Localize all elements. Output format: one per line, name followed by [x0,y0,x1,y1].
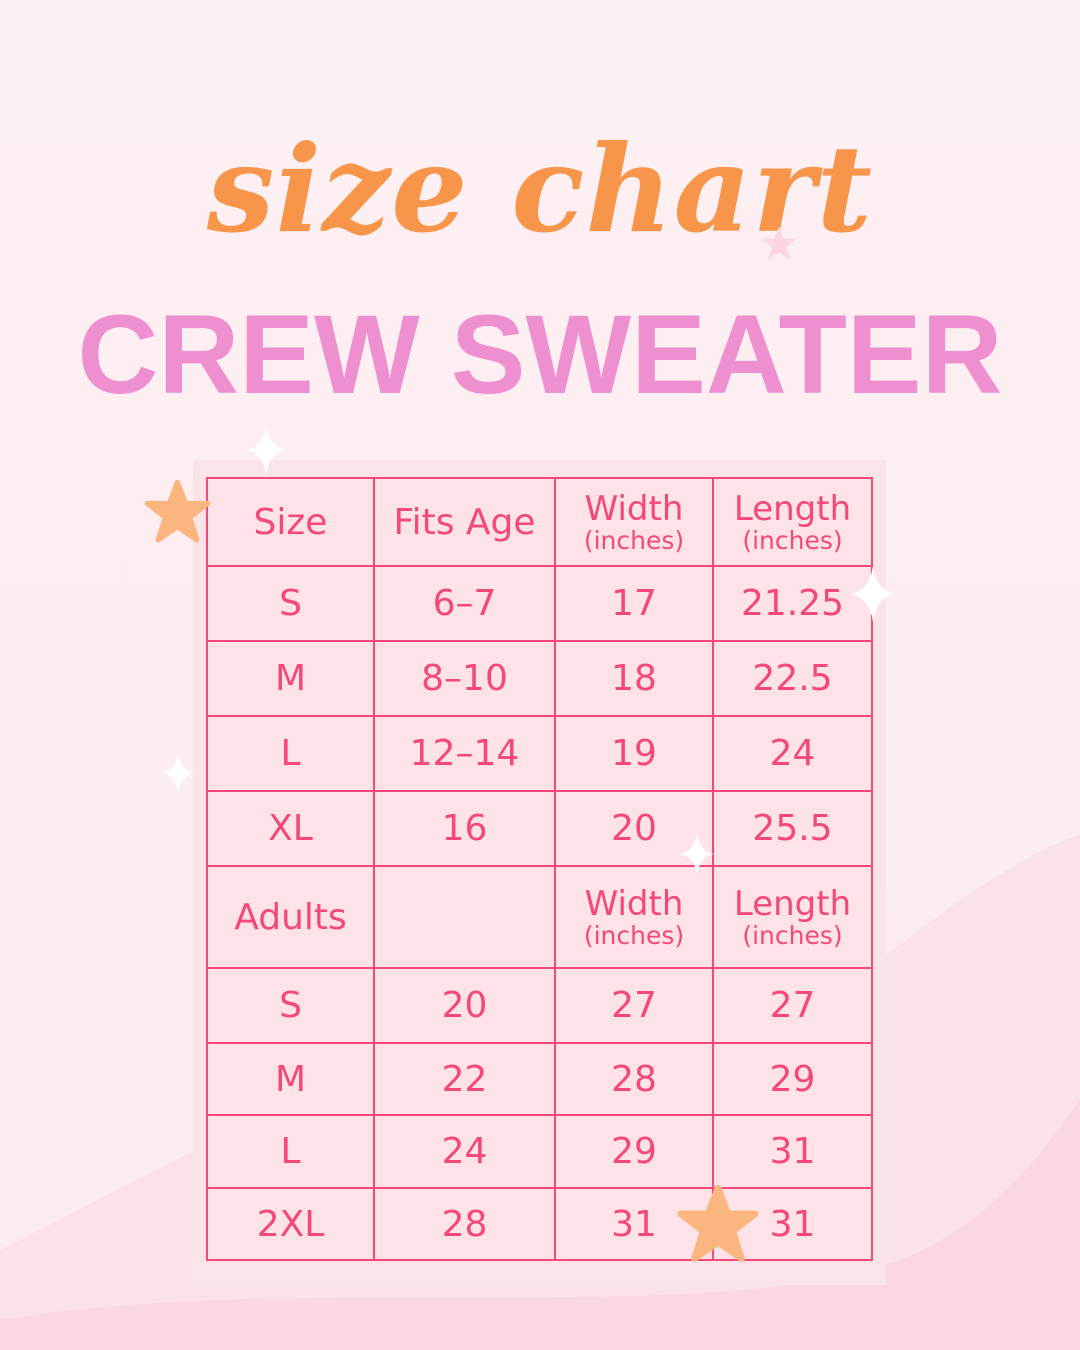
cell-age: 24 [373,1114,556,1189]
title-script: size chart [206,119,874,260]
header-adult-length: Length (inches) [712,865,873,969]
cell-age: 22 [373,1042,556,1116]
header-adult-width: Width (inches) [554,865,714,969]
cell-size: L [206,1114,375,1189]
header-adults: Adults [206,865,375,969]
cell-size: L [206,715,375,792]
cell-width: 28 [554,1042,714,1116]
header-width: Width (inches) [554,477,714,567]
sparkle-icon [850,566,896,622]
cell-age: 12–14 [373,715,556,792]
header-width-label: Width [584,884,684,924]
star-icon [761,226,797,261]
size-table: Size Fits Age Width (inches) Length (inche… [206,477,873,1261]
header-adult-age [373,865,556,969]
cell-width: 19 [554,715,714,792]
star-icon [145,480,210,543]
header-size: Size [206,477,375,567]
cell-length: 29 [712,1042,873,1116]
header-length: Length (inches) [712,477,873,567]
sparkle-icon [246,425,286,475]
sparkle-icon [162,753,194,793]
cell-width: 29 [554,1114,714,1189]
adult-header-row: Adults Width (inches) Length (inches) [206,865,873,969]
cell-size: 2XL [206,1187,375,1261]
cell-age: 6–7 [373,565,556,642]
table-row: XL 16 20 25.5 [206,790,873,867]
table-row: M 8–10 18 22.5 [206,640,873,717]
cell-length: 25.5 [712,790,873,867]
table-row: 2XL 28 31 31 [206,1187,873,1261]
cell-length: 31 [712,1114,873,1189]
header-age: Fits Age [373,477,556,567]
cell-length: 27 [712,967,873,1044]
cell-width: 31 [554,1187,714,1261]
cell-size: XL [206,790,375,867]
header-length-unit: (inches) [742,526,843,555]
table-row: M 22 28 29 [206,1042,873,1116]
table-row: S 6–7 17 21.25 [206,565,873,642]
cell-age: 8–10 [373,640,556,717]
cell-size: S [206,565,375,642]
table-row: S 20 27 27 [206,967,873,1044]
cell-size: M [206,1042,375,1116]
cell-age: 28 [373,1187,556,1261]
header-width-unit: (inches) [583,526,685,555]
cell-width: 17 [554,565,714,642]
header-length-unit: (inches) [742,921,843,950]
cell-size: M [206,640,375,717]
star-icon [678,1185,758,1262]
header-width-unit: (inches) [583,921,685,950]
header-width-label: Width [584,489,684,529]
cell-size: S [206,967,375,1044]
table-row: L 24 29 31 [206,1114,873,1189]
cell-width: 27 [554,967,714,1044]
header-length-label: Length [733,489,852,529]
table-row: L 12–14 19 24 [206,715,873,792]
cell-age: 20 [373,967,556,1044]
kids-header-row: Size Fits Age Width (inches) Length (inche… [206,477,873,567]
cell-length: 24 [712,715,873,792]
title-headline: CREW SWEATER [77,292,1003,417]
cell-age: 16 [373,790,556,867]
header-length-label: Length [733,884,852,924]
cell-length: 21.25 [712,565,873,642]
sparkle-icon [680,833,714,875]
cell-width: 18 [554,640,714,717]
cell-length: 22.5 [712,640,873,717]
